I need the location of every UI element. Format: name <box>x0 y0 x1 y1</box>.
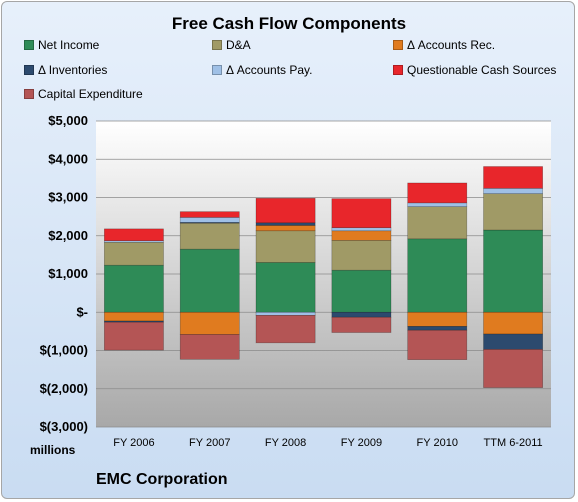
bar-segment <box>104 264 164 313</box>
bar-segment <box>483 311 543 335</box>
bar-segment <box>179 211 240 218</box>
legend-item-inventories: Δ Inventories <box>24 63 107 77</box>
legend-swatch <box>24 89 34 99</box>
legend-swatch <box>24 40 34 50</box>
x-tick-label: TTM 6-2011 <box>484 437 543 449</box>
bar-segment <box>483 188 543 194</box>
x-tick-label: FY 2006 <box>113 437 154 449</box>
legend-item-da: D&A <box>212 38 251 52</box>
bar-segment <box>179 248 240 313</box>
legend-label: Δ Accounts Rec. <box>407 38 496 52</box>
bar-segment <box>179 217 240 223</box>
bar-segment <box>255 230 316 263</box>
bar-segment <box>483 229 543 313</box>
legend-swatch <box>24 65 34 75</box>
bar-segment <box>407 202 468 207</box>
bar-segment <box>407 329 468 360</box>
gridlines <box>96 120 551 428</box>
y-tick-label: $(2,000) <box>40 381 88 396</box>
bar-segment <box>331 269 392 313</box>
bar-segment <box>483 166 543 189</box>
legend-label: D&A <box>226 38 251 52</box>
bar-segment <box>331 198 392 229</box>
bar-segment <box>255 222 316 226</box>
legend-label: Questionable Cash Sources <box>407 63 557 77</box>
bar-segment <box>407 326 468 331</box>
bar-segment <box>179 334 240 360</box>
legend-label: Net Income <box>38 38 100 52</box>
legend-item-accounts-rec: Δ Accounts Rec. <box>393 38 495 52</box>
x-tick-label: FY 2010 <box>417 437 458 449</box>
bar-segment <box>104 241 164 266</box>
bar-segment <box>255 262 316 313</box>
bar-segment <box>331 240 392 271</box>
bar-segment <box>255 225 316 232</box>
legend-swatch <box>393 65 403 75</box>
bar-segment <box>179 222 240 250</box>
legend-swatch <box>393 40 403 50</box>
bar-segment <box>331 311 392 318</box>
y-axis-units: millions <box>30 443 76 457</box>
y-axis: $5,000 $4,000 $3,000 $2,000 $1,000 $- $(1,000)… <box>40 113 88 434</box>
bar-segment <box>483 349 543 388</box>
y-tick-label: $2,000 <box>48 228 88 243</box>
legend-swatch <box>212 40 222 50</box>
legend-label: Δ Inventories <box>38 63 108 77</box>
legend-item-net-income: Net Income <box>24 38 99 52</box>
y-tick-label: $4,000 <box>48 151 88 166</box>
bar-segment <box>407 311 468 327</box>
y-tick-label: $(1,000) <box>40 343 88 358</box>
legend-swatch <box>212 65 222 75</box>
bar-segment <box>104 321 164 351</box>
bar-segment <box>331 316 392 333</box>
bar-segment <box>104 311 164 322</box>
bar-segment <box>407 182 468 204</box>
y-tick-label: $- <box>76 304 88 319</box>
bar-segment <box>255 197 316 224</box>
bar-segment <box>407 238 468 313</box>
bar-segment <box>179 311 240 335</box>
legend-item-questionable-cash: Questionable Cash Sources <box>393 63 556 77</box>
bar-segment <box>255 315 316 344</box>
x-tick-label: FY 2008 <box>265 437 306 449</box>
bars <box>104 166 543 388</box>
legend-item-capex: Capital Expenditure <box>24 87 143 101</box>
x-tick-label: FY 2007 <box>189 437 230 449</box>
bar-segment <box>104 228 164 242</box>
bar-segment <box>255 311 316 316</box>
x-tick-label: FY 2009 <box>341 437 382 449</box>
bar-segment <box>331 230 392 241</box>
chart-title: Free Cash Flow Components <box>171 14 407 33</box>
bar-segment <box>483 193 543 231</box>
y-tick-label: $5,000 <box>48 113 88 128</box>
y-tick-label: $(3,000) <box>40 419 88 434</box>
legend-label: Δ Accounts Pay. <box>226 63 313 77</box>
bar-segment <box>331 227 392 232</box>
legend-label: Capital Expenditure <box>38 87 143 101</box>
bar-segment <box>104 320 164 323</box>
y-tick-label: $3,000 <box>48 190 88 205</box>
company-name: EMC Corporation <box>96 471 228 488</box>
legend-item-accounts-pay: Δ Accounts Pay. <box>212 63 313 77</box>
x-axis: FY 2006 FY 2007 FY 2008 FY 2009 FY 2010 TTM 6… <box>113 437 542 449</box>
bar-segment <box>407 206 468 240</box>
y-tick-label: $1,000 <box>48 266 88 281</box>
bar-segment <box>483 333 543 350</box>
